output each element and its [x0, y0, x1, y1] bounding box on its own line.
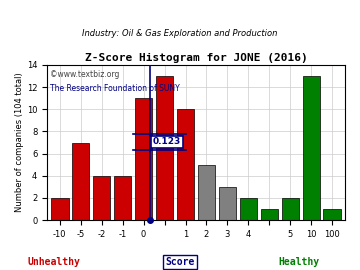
Bar	[198, 165, 215, 220]
Text: Score: Score	[165, 256, 195, 266]
Bar	[51, 198, 68, 220]
Text: Healthy: Healthy	[278, 256, 319, 266]
Bar	[261, 209, 278, 220]
Bar	[302, 76, 320, 220]
Bar	[135, 98, 152, 220]
Bar	[282, 198, 300, 220]
Bar	[114, 176, 131, 220]
Bar	[219, 187, 237, 220]
Bar	[156, 76, 174, 220]
Text: Unhealthy: Unhealthy	[28, 256, 80, 266]
Title: Z-Score Histogram for JONE (2016): Z-Score Histogram for JONE (2016)	[85, 53, 307, 63]
Bar	[324, 209, 341, 220]
Y-axis label: Number of companies (104 total): Number of companies (104 total)	[15, 73, 24, 212]
Bar	[177, 109, 194, 220]
Bar	[93, 176, 111, 220]
Text: 0.123: 0.123	[153, 137, 181, 147]
Bar	[239, 198, 257, 220]
Text: Industry: Oil & Gas Exploration and Production: Industry: Oil & Gas Exploration and Prod…	[82, 29, 278, 38]
Text: The Research Foundation of SUNY: The Research Foundation of SUNY	[50, 84, 180, 93]
Bar	[72, 143, 90, 220]
Text: ©www.textbiz.org: ©www.textbiz.org	[50, 70, 120, 79]
